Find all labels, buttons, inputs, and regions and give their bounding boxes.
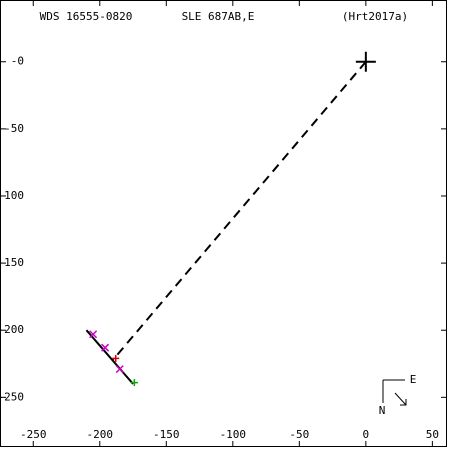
motion-arrow	[394, 392, 407, 406]
y-tick-label: -100	[0, 189, 24, 202]
chart-subtitle: SLE 687AB,E	[182, 10, 255, 23]
observation-point	[101, 343, 110, 352]
x-tick-label: 0	[363, 428, 370, 441]
y-tick-label: -200	[0, 323, 24, 336]
observation-point	[112, 354, 120, 362]
observation-point	[89, 330, 98, 339]
compass-east: E	[410, 373, 417, 386]
separation-line	[112, 61, 367, 361]
y-tick-label: -0	[11, 55, 24, 68]
x-tick-label: -100	[220, 428, 247, 441]
motion-arrow-head	[400, 399, 407, 406]
y-tick-label: -150	[0, 256, 24, 269]
primary-star	[355, 51, 376, 72]
x-tick-label: 50	[426, 428, 439, 441]
x-tick-label: -200	[87, 428, 114, 441]
observation-point	[115, 365, 124, 374]
y-tick-label: -250	[0, 390, 24, 403]
compass: E N	[379, 373, 417, 417]
observation-point	[130, 379, 138, 387]
orbit-segment	[85, 329, 134, 385]
reference: (Hrt2017a)	[342, 10, 408, 23]
y-tick-label: -50	[4, 122, 24, 135]
x-tick-label: -250	[20, 428, 47, 441]
x-tick-label: -50	[289, 428, 309, 441]
compass-north: N	[379, 404, 386, 417]
x-tick-label: -150	[153, 428, 180, 441]
chart-title: WDS 16555-0820	[40, 10, 133, 23]
